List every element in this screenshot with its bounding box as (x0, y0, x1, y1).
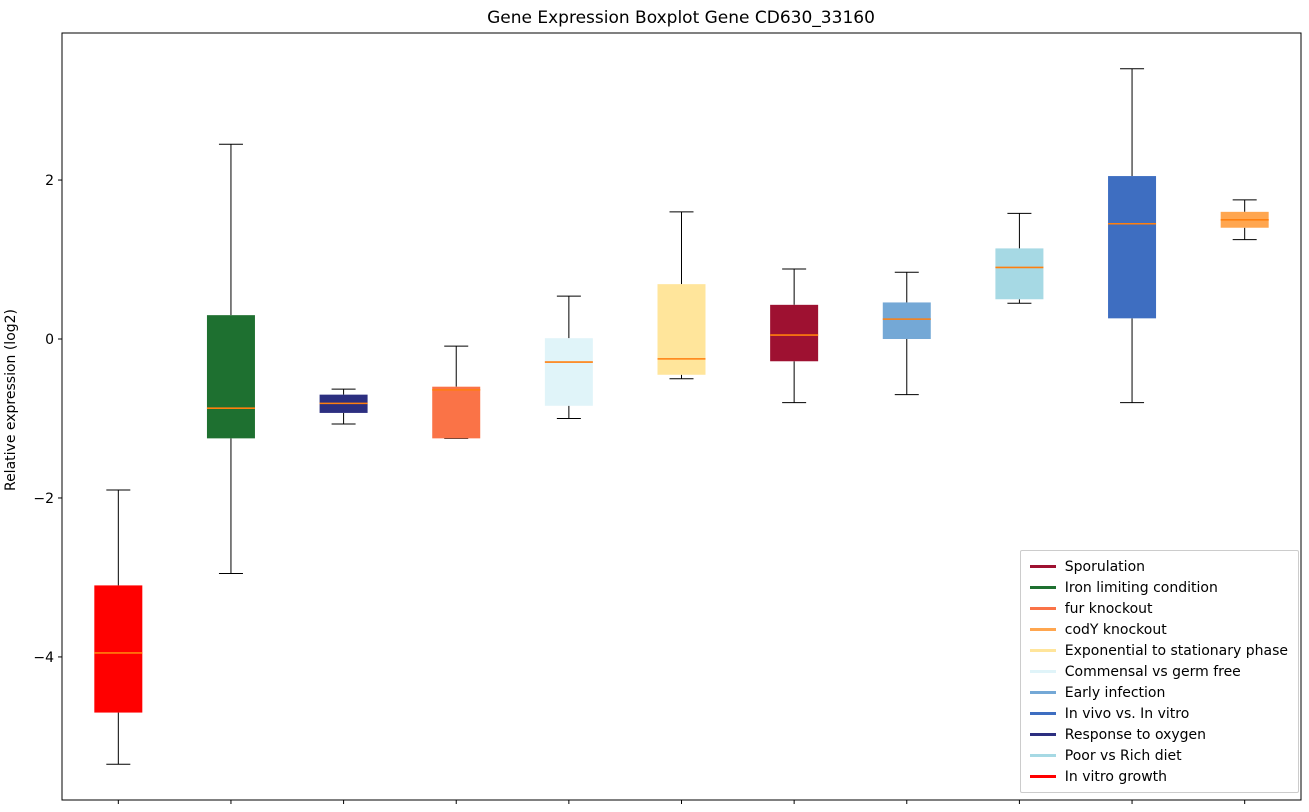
box-iqr (882, 302, 931, 340)
box-iqr (94, 585, 143, 713)
legend-item: In vivo vs. In vitro (1029, 703, 1288, 724)
legend-swatch (1029, 775, 1056, 778)
y-tick-label: −4 (33, 650, 54, 666)
chart-title: Gene Expression Boxplot Gene CD630_33160 (487, 8, 875, 28)
boxplot-group (657, 211, 706, 804)
legend-item: Poor vs Rich diet (1029, 745, 1288, 766)
legend-swatch (1029, 670, 1056, 673)
legend-swatch (1029, 712, 1056, 715)
box-iqr (432, 386, 481, 439)
legend-swatch (1029, 565, 1056, 568)
boxplot-group (1220, 199, 1269, 804)
legend-label: Exponential to stationary phase (1064, 642, 1288, 659)
legend-item: Commensal vs germ free (1029, 661, 1288, 682)
legend-swatch (1029, 733, 1056, 736)
legend-label: In vivo vs. In vitro (1064, 705, 1190, 722)
legend-label: Commensal vs germ free (1064, 663, 1241, 680)
box-iqr (206, 315, 255, 439)
legend-label: codY knockout (1064, 621, 1167, 638)
boxplot-group (770, 268, 819, 804)
boxplot-group (94, 489, 143, 804)
legend-item: Iron limiting condition (1029, 577, 1288, 598)
legend-swatch (1029, 586, 1056, 589)
box-iqr (995, 248, 1044, 300)
y-tick-label: 0 (45, 332, 54, 348)
legend-label: Poor vs Rich diet (1064, 747, 1182, 764)
boxplot-group (1108, 68, 1157, 804)
legend: Sporulation Iron limiting condition fur kn… (1019, 550, 1299, 793)
legend-item: Response to oxygen (1029, 724, 1288, 745)
legend-swatch (1029, 607, 1056, 610)
box-iqr (770, 304, 819, 362)
boxplot-group (432, 345, 481, 804)
boxplot-group (995, 212, 1044, 804)
legend-item: fur knockout (1029, 598, 1288, 619)
legend-swatch (1029, 754, 1056, 757)
legend-item: Early infection (1029, 682, 1288, 703)
legend-label: Early infection (1064, 684, 1166, 701)
legend-item: Exponential to stationary phase (1029, 640, 1288, 661)
legend-label: Sporulation (1064, 558, 1146, 575)
boxplot-group (544, 295, 593, 804)
y-axis-label: Relative expression (log2) (3, 309, 19, 491)
boxplot-group (882, 271, 931, 804)
legend-swatch (1029, 691, 1056, 694)
boxplot-group (206, 143, 255, 804)
legend-item: Sporulation (1029, 556, 1288, 577)
legend-label: Iron limiting condition (1064, 579, 1218, 596)
legend-label: Response to oxygen (1064, 726, 1207, 743)
legend-item: In vitro growth (1029, 766, 1288, 787)
plot-content: 2 0 −2 −4 (33, 32, 1302, 804)
legend-swatch (1029, 649, 1056, 652)
y-tick-label: 2 (45, 173, 54, 189)
legend-label: In vitro growth (1064, 768, 1168, 785)
legend-swatch (1029, 628, 1056, 631)
boxplot-group (319, 388, 368, 804)
box-iqr (657, 284, 706, 375)
legend-label: fur knockout (1064, 600, 1153, 617)
legend-item: codY knockout (1029, 619, 1288, 640)
box-iqr (544, 338, 593, 406)
box-iqr (1108, 176, 1157, 319)
y-tick-label: −2 (33, 491, 54, 507)
